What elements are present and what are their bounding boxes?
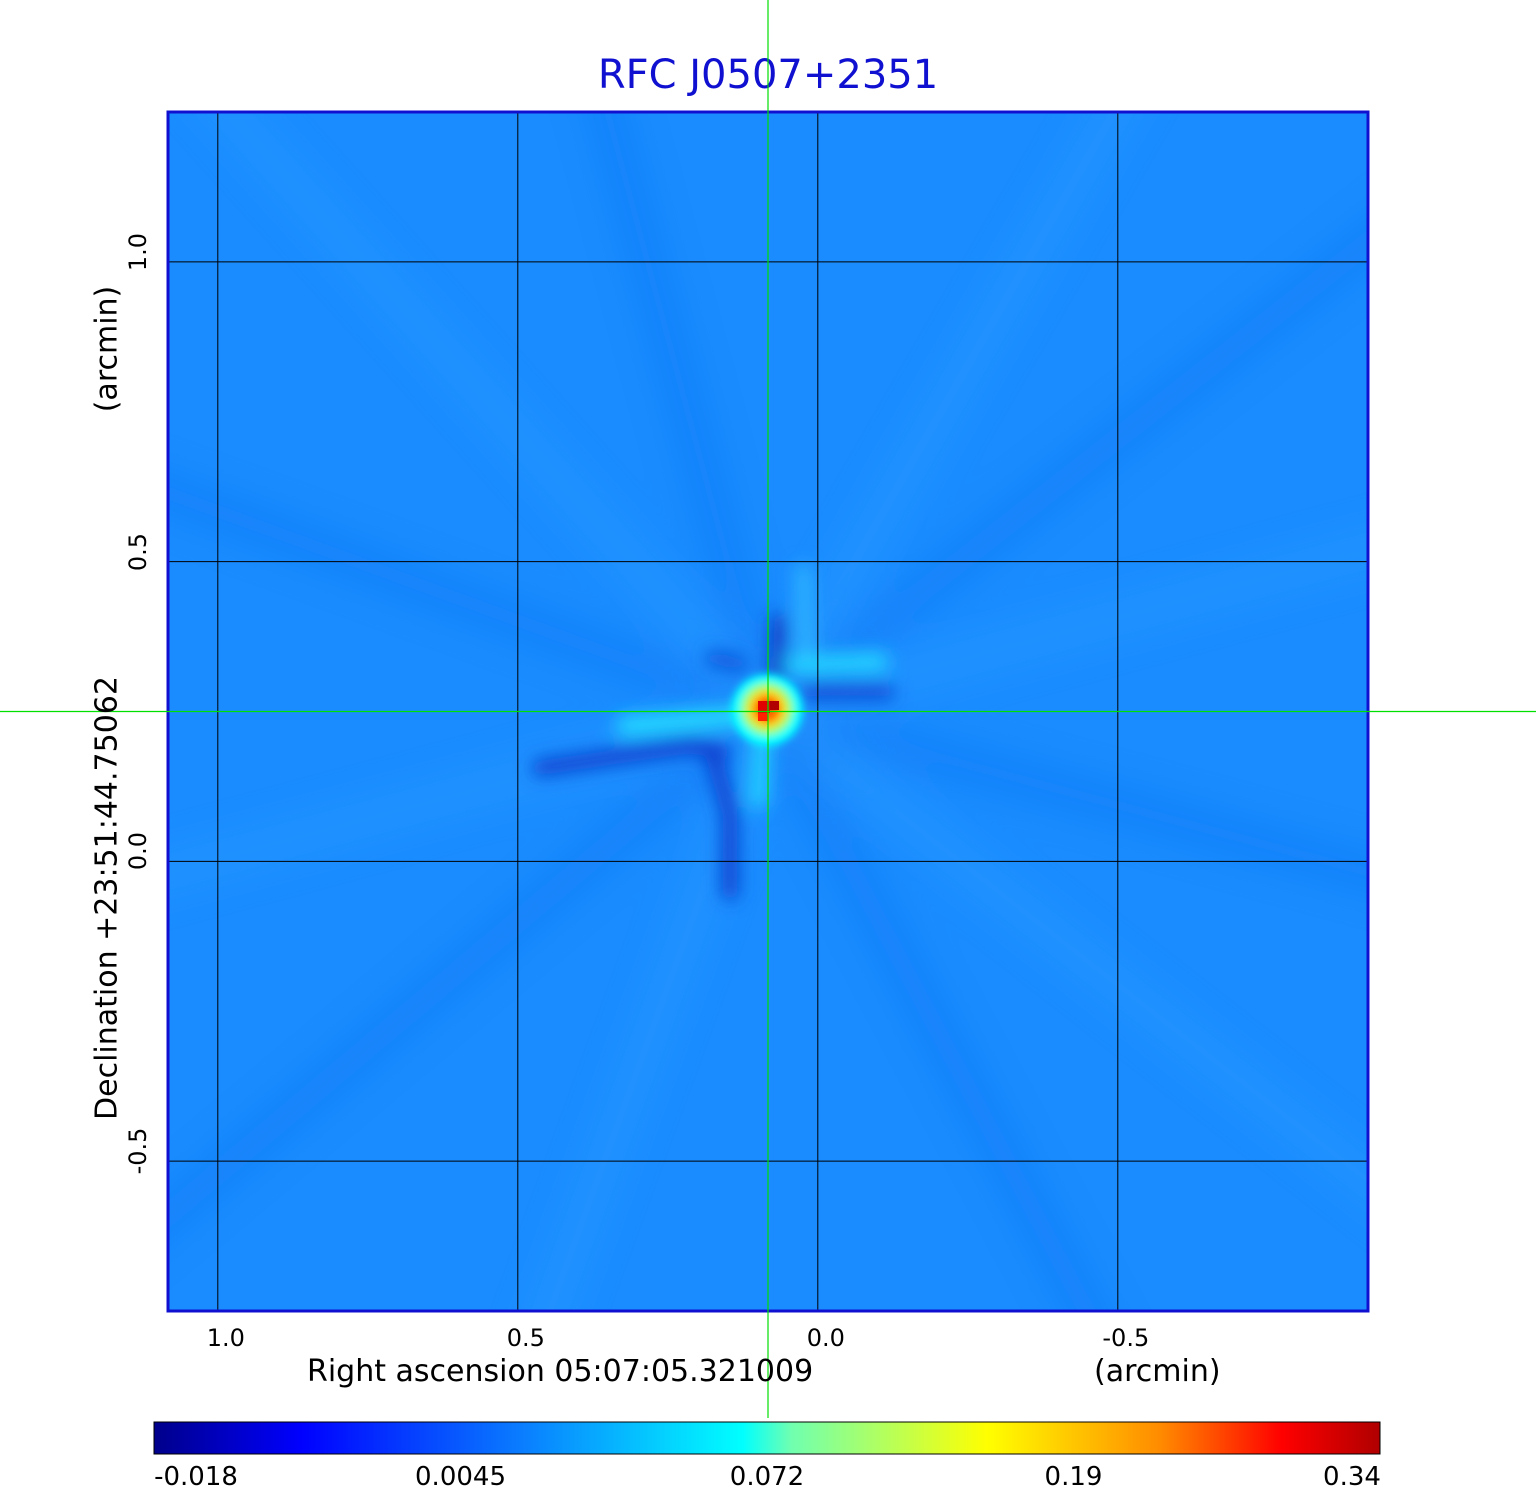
sidelobe-streak-4	[168, 701, 777, 1232]
y-tick-label: 0.0	[124, 832, 152, 871]
sidelobe-streak-11	[764, 537, 1368, 725]
y-tick-label: 0.5	[124, 532, 152, 571]
negative-ridge-south	[704, 744, 738, 900]
core-peak-pixel-1	[758, 701, 770, 713]
crosshair	[0, 0, 1536, 1418]
negative-blob-west	[705, 651, 747, 671]
sidelobe-streak-0	[764, 698, 1368, 886]
x-axis-unit: (arcmin)	[1094, 1354, 1221, 1389]
colorbar-tick-label: 0.34	[1323, 1462, 1381, 1492]
core-peak-pixel-2	[770, 701, 779, 710]
x-tick-label: 0.5	[506, 1324, 545, 1352]
positive-ridge-south	[750, 730, 770, 808]
y-tick-label: 1.0	[124, 232, 152, 271]
sidelobe-streak-10	[759, 226, 1368, 722]
x-tick-label: 1.0	[206, 1324, 245, 1352]
colorbar-tick-label: 0.072	[729, 1462, 805, 1492]
negative-ridge-north	[769, 613, 785, 683]
sidelobe-streak-2	[756, 705, 1102, 1311]
sidelobe-streak-7	[210, 112, 778, 721]
core-peak-pixel-3	[758, 713, 768, 721]
y-axis-label: Declination +23:51:44.75062	[89, 676, 125, 1120]
x-tick-label: 0.0	[806, 1324, 845, 1352]
colorbar-tick-label: 0.0045	[415, 1462, 506, 1492]
colorbar-tick-label: -0.018	[154, 1462, 238, 1492]
sidelobe-streak-3	[535, 707, 781, 1311]
colorbar-tick-label: 0.19	[1044, 1462, 1103, 1492]
positive-ridge-northeast	[786, 653, 889, 674]
positive-ridge-north	[797, 564, 812, 656]
y-axis-unit: (arcmin)	[89, 285, 125, 413]
sidelobe-streak-1	[759, 701, 1368, 1197]
y-tick-label: -0.5	[124, 1127, 152, 1175]
x-tick-label: -0.5	[1102, 1324, 1150, 1352]
sidelobe-streak-6	[168, 479, 773, 724]
x-axis-label: Right ascension 05:07:05.321009	[307, 1354, 814, 1389]
sidelobe-streak-9	[756, 112, 1130, 718]
colorbar	[153, 1421, 1381, 1455]
positive-ridge-west	[616, 707, 747, 735]
sidelobe-streak-8	[593, 112, 781, 715]
